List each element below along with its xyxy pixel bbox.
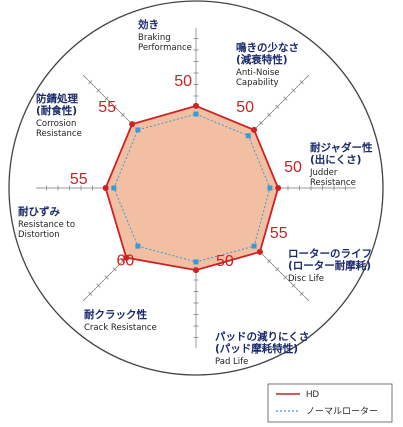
axis-tick-3-11 xyxy=(283,275,288,280)
axis-label-5-jp: 耐クラック性 xyxy=(84,308,147,321)
axis-tick-5-12 xyxy=(96,283,101,288)
axis-label-6-en: Resistance to xyxy=(18,220,75,230)
value-labels: 50 50 50 55 50 60 55 55 xyxy=(70,73,302,270)
axis-tick-1-8 xyxy=(259,120,264,125)
axis-label-3-en: Disc Life xyxy=(288,274,324,284)
value-label-6: 55 xyxy=(70,171,88,188)
axis-label-2-jp: (出にくさ) xyxy=(310,153,361,166)
value-label-0: 50 xyxy=(174,73,192,90)
series-0-point-2 xyxy=(275,185,282,191)
series-0-point-3 xyxy=(256,248,263,255)
axis-label-7: 防錆処理(耐食性) Corrosion Resistance xyxy=(36,92,82,139)
axis-tick-3-9 xyxy=(267,259,272,264)
axis-label-7-en: Resistance xyxy=(36,129,82,139)
value-label-3: 55 xyxy=(270,225,288,242)
series-0-point-7 xyxy=(129,121,136,128)
axis-label-1-en: Anti-Noise xyxy=(236,68,280,78)
axis-label-4-en: Pad Life xyxy=(215,357,248,367)
series-1-point-1 xyxy=(245,133,251,139)
value-label-1: 50 xyxy=(236,99,254,116)
series-0-point-5 xyxy=(123,254,130,261)
series-0-point-6 xyxy=(102,185,109,191)
axis-tick-7-10 xyxy=(112,104,117,109)
axis-label-3-jp: (ローター耐摩耗) xyxy=(288,259,371,272)
legend-box xyxy=(267,383,393,423)
axis-tick-5-10 xyxy=(112,267,117,272)
series-1-point-3 xyxy=(251,243,257,249)
axis-label-0-en: Braking xyxy=(138,33,171,43)
value-label-2: 50 xyxy=(284,159,302,176)
legend-label-normal-rotor: ノーマルローター xyxy=(306,406,378,416)
legend: HD ノーマルローター xyxy=(267,383,393,423)
axis-label-6-jp: 耐ひずみ xyxy=(18,205,60,218)
axis-tick-7-13 xyxy=(88,80,93,85)
axis-label-2-en: Judder xyxy=(309,168,338,178)
value-label-4: 50 xyxy=(216,253,234,270)
axis-label-4-jp: (パッド摩耗特性) xyxy=(215,342,298,355)
series-1-point-5 xyxy=(135,243,141,249)
axis-label-7-jp: (耐食性) xyxy=(36,104,77,117)
axis-tick-1-11 xyxy=(283,96,288,101)
axis-tick-3-12 xyxy=(291,283,296,288)
axis-label-1-jp: 鳴きの少なさ xyxy=(236,41,299,54)
axis-tick-1-9 xyxy=(267,112,272,117)
axis-label-7-jp: 防錆処理 xyxy=(36,92,78,105)
axis-label-2: 耐ジャダー性(出にくさ) Judder Resistance xyxy=(309,141,373,188)
series-1-point-0 xyxy=(193,111,199,117)
axis-label-2-en: Resistance xyxy=(310,178,356,188)
axis-label-4-jp: パッドの減りにくさ xyxy=(215,330,309,343)
axis-label-4: パッドの減りにくさ(パッド摩耗特性) Pad Life xyxy=(215,330,309,367)
outer-ring xyxy=(8,0,384,376)
axis-tick-7-11 xyxy=(104,96,109,101)
axis-label-3-jp: ローターのライフ xyxy=(288,248,372,260)
axis-label-0-en: Performance xyxy=(138,43,192,53)
series-0-point-1 xyxy=(251,126,258,133)
axis-label-0: 効き Braking Performance xyxy=(138,18,192,53)
axis-label-5-en: Crack Resistance xyxy=(84,323,157,333)
axis-label-5: 耐クラック性 Crack Resistance xyxy=(84,308,157,333)
series-1-point-2 xyxy=(267,185,273,191)
series-1-point-6 xyxy=(111,185,117,191)
axis-label-7-en: Corrosion xyxy=(36,119,76,129)
legend-label-hd: HD xyxy=(306,389,319,399)
axis-label-1: 鳴きの少なさ(減衰特性) Anti-Noise Capability xyxy=(236,41,299,88)
axis-label-2-jp: 耐ジャダー性 xyxy=(310,141,373,154)
value-label-5: 60 xyxy=(117,253,135,270)
series-1-point-4 xyxy=(193,259,199,265)
axis-tick-5-9 xyxy=(120,259,125,264)
axis-label-0-jp: 効き xyxy=(138,18,159,31)
axis-labels: 効き Braking Performance 鳴きの少なさ(減衰特性) Anti-Noi… xyxy=(18,18,373,367)
axis-tick-5-11 xyxy=(104,275,109,280)
value-label-7: 55 xyxy=(98,99,116,116)
axis-label-1-en: Capability xyxy=(236,78,279,88)
axis-tick-1-12 xyxy=(291,88,296,93)
axis-label-1-jp: (減衰特性) xyxy=(236,53,288,66)
axis-tick-5-13 xyxy=(88,291,93,296)
axis-tick-7-12 xyxy=(96,88,101,93)
series-1-point-7 xyxy=(135,127,141,133)
axis-tick-3-10 xyxy=(275,267,280,272)
axis-tick-7-9 xyxy=(120,112,125,117)
series-0-point-4 xyxy=(193,267,199,274)
axis-label-3: ローターのライフ(ローター耐摩耗) Disc Life xyxy=(288,248,372,284)
series-0-point-0 xyxy=(193,102,199,109)
series-layer xyxy=(102,102,282,274)
axis-tick-3-13 xyxy=(299,291,304,296)
axis-label-6: 耐ひずみ Resistance to Distortion xyxy=(18,205,75,240)
axis-label-6-en: Distortion xyxy=(18,230,60,240)
axis-tick-1-13 xyxy=(299,80,304,85)
axis-tick-1-10 xyxy=(275,104,280,109)
